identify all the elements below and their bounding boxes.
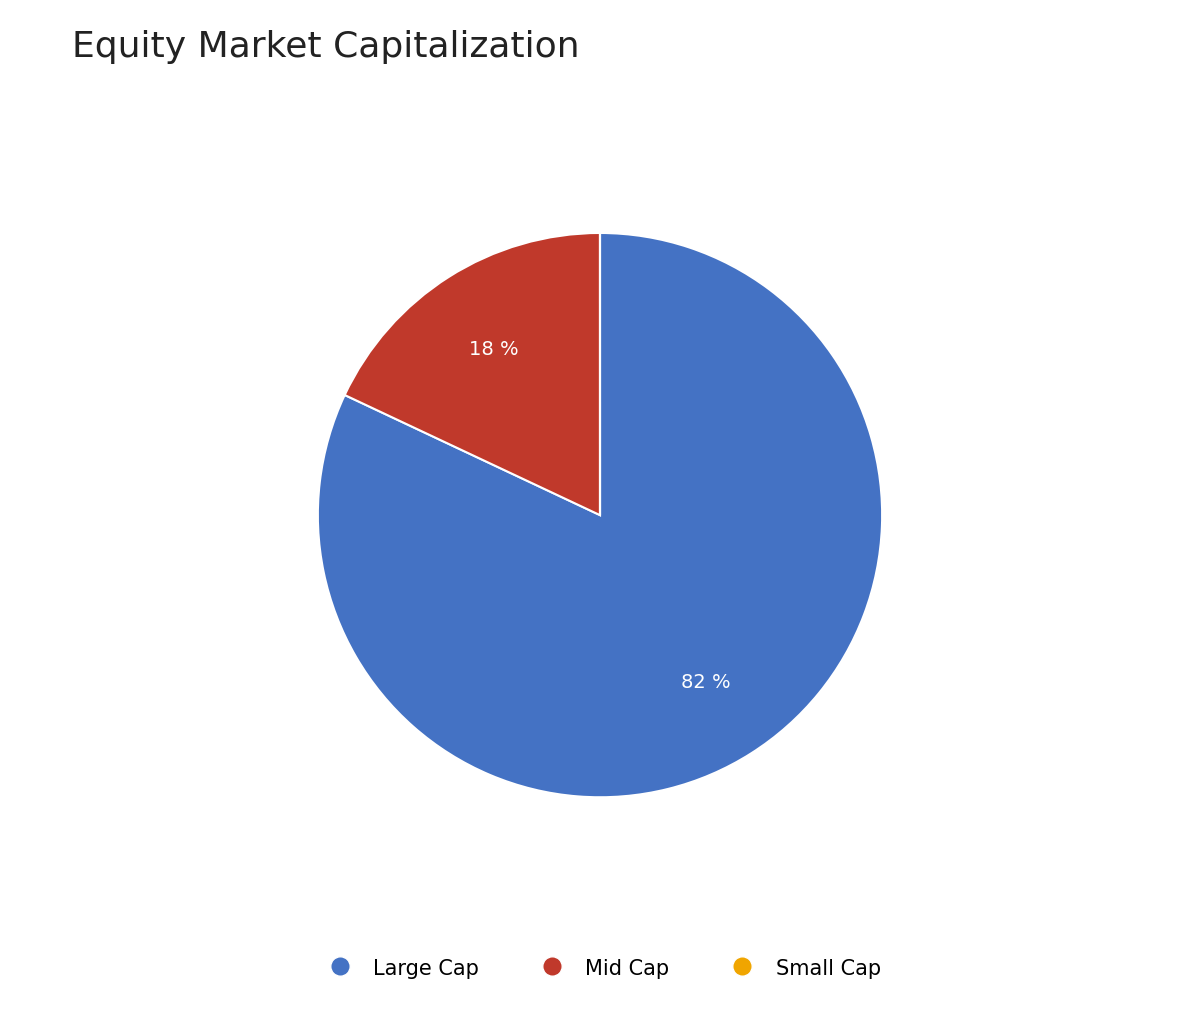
Legend: Large Cap, Mid Cap, Small Cap: Large Cap, Mid Cap, Small Cap [311, 949, 889, 986]
Text: Equity Market Capitalization: Equity Market Capitalization [72, 30, 580, 65]
Text: 82 %: 82 % [682, 672, 731, 692]
Wedge shape [318, 234, 882, 798]
Text: 18 %: 18 % [469, 340, 518, 359]
Wedge shape [344, 234, 600, 516]
